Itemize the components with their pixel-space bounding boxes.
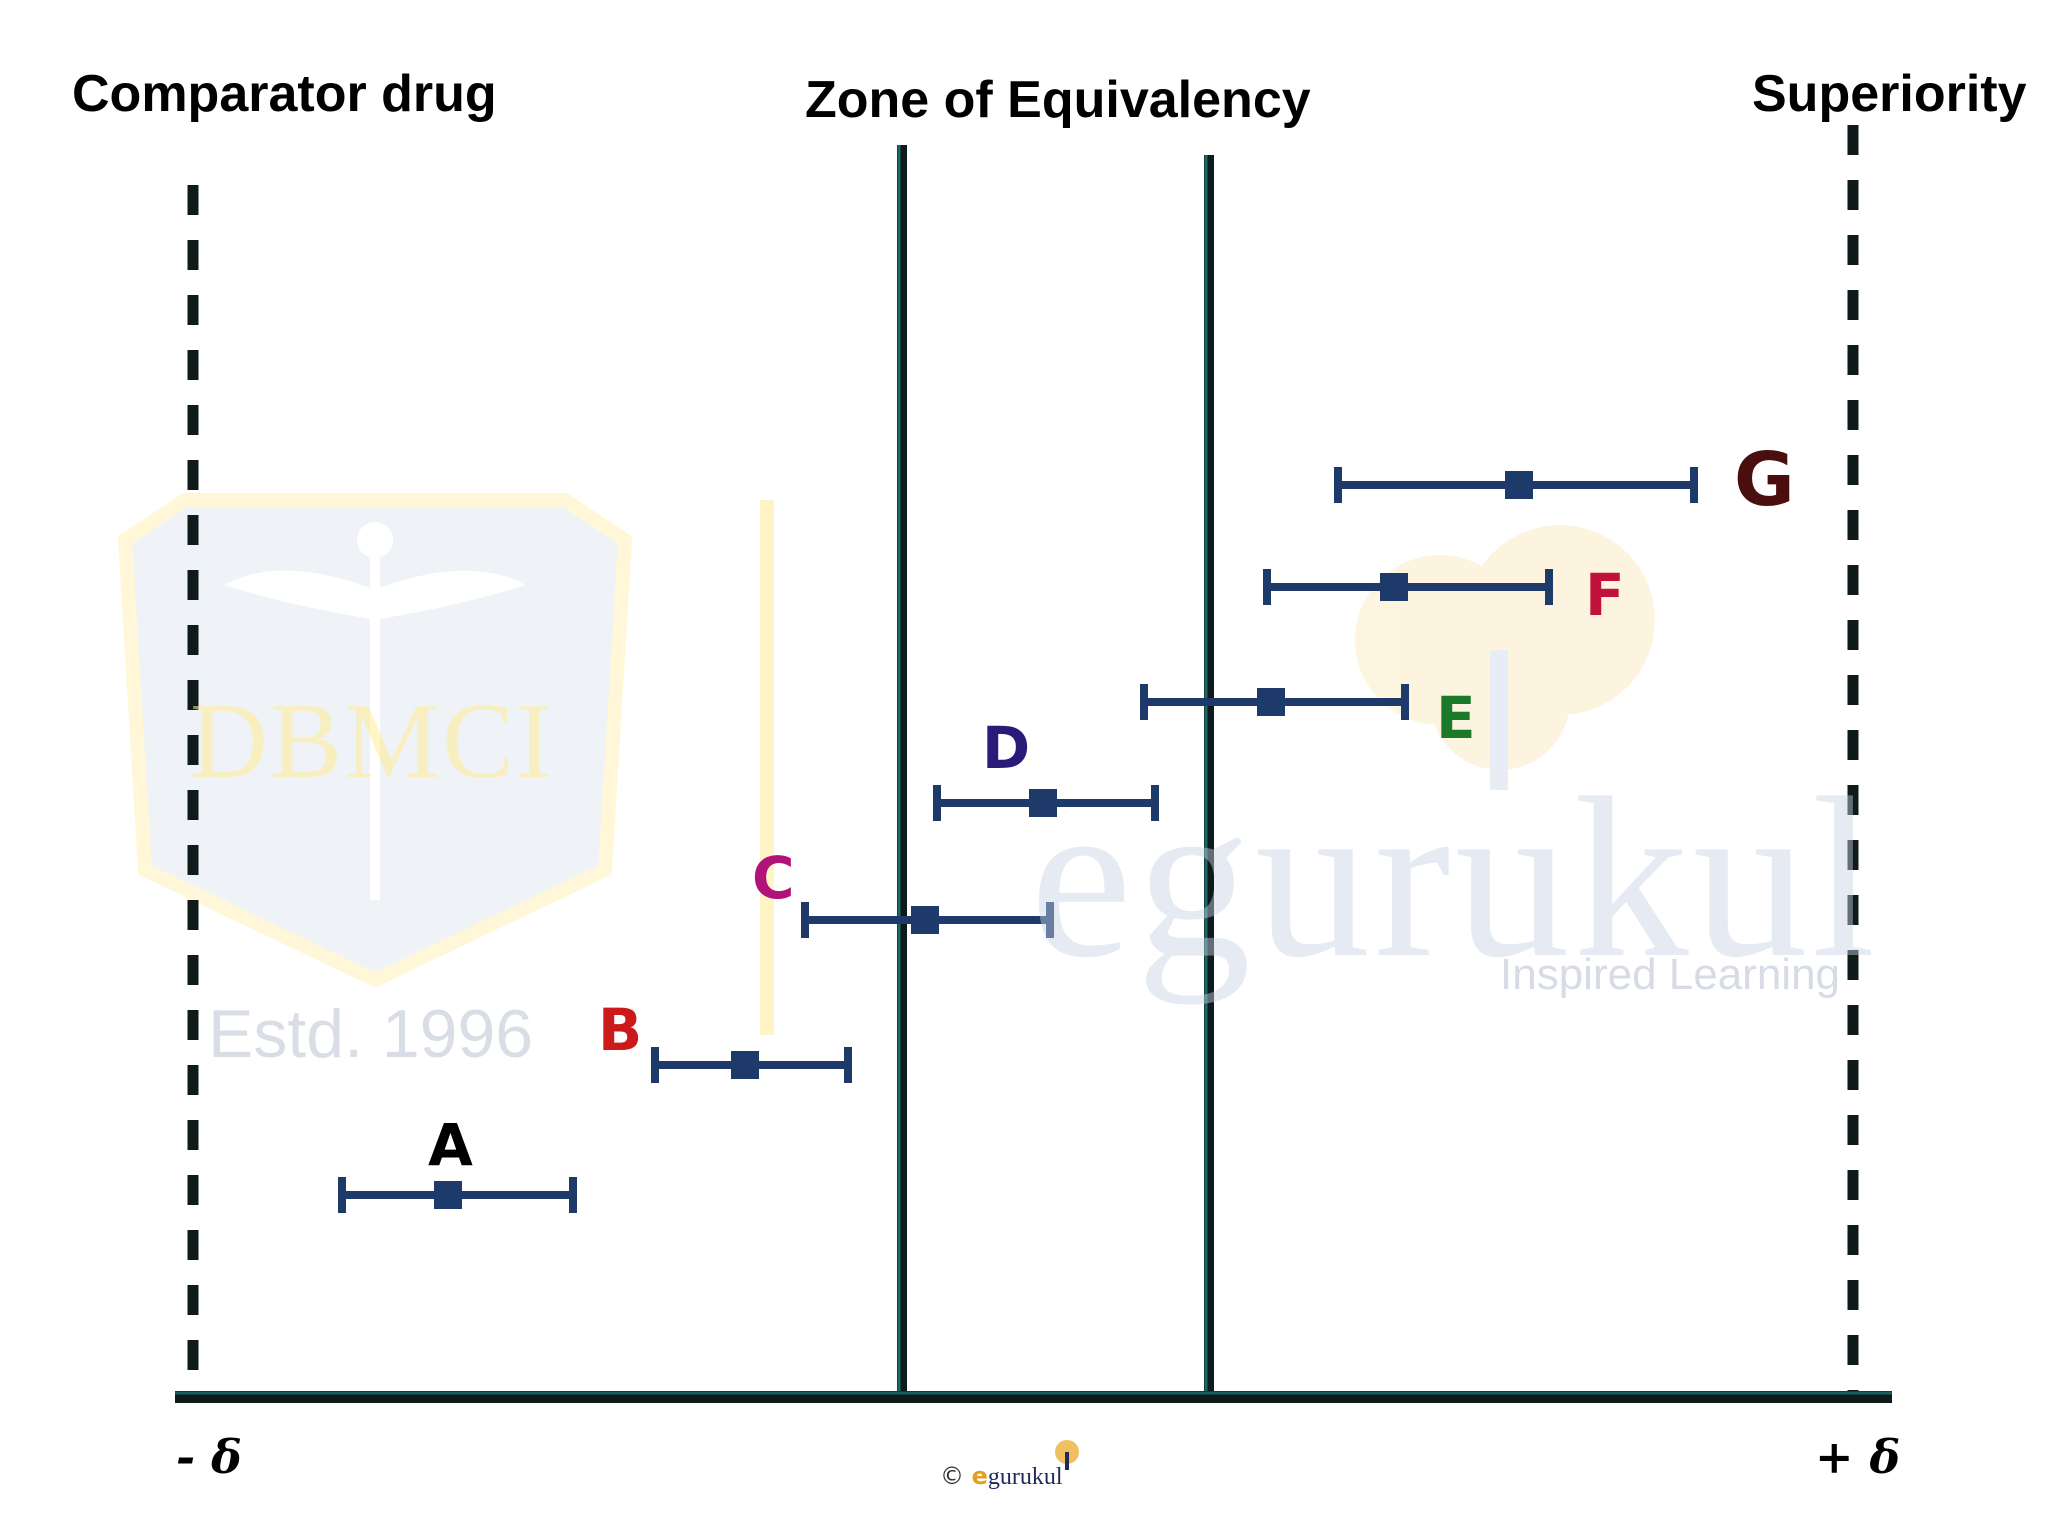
label-C: C [752,844,795,912]
copyright-brand-e: e [971,1462,988,1490]
interval-A [338,1177,577,1213]
point-estimate [731,1051,759,1079]
superiority-header: Superiority [1752,65,2027,123]
point-estimate [1029,789,1057,817]
comparator-drug-header: Comparator drug [72,65,497,123]
interval-D [933,785,1159,821]
label-E: E [1436,684,1476,752]
positive-delta-label: + δ [1815,1430,1901,1484]
point-estimate [434,1181,462,1209]
copyright-symbol: © [940,1462,964,1490]
interval-G [1334,467,1698,503]
label-G: G [1734,437,1795,523]
label-F: F [1585,561,1625,629]
point-estimate [1380,573,1408,601]
point-estimate [1505,471,1533,499]
interval-E [1140,684,1409,720]
dbmci-logo-watermark [117,493,633,988]
interval-C [801,902,1054,938]
copyright-notice: © egurukul [940,1462,1063,1491]
zone-of-equivalency-header: Zone of Equivalency [805,71,1311,129]
negative-delta-label: - δ [176,1430,242,1484]
label-D: D [982,714,1030,782]
label-B: B [598,996,642,1064]
interval-B [651,1047,852,1083]
point-estimate [1257,688,1285,716]
point-estimate [911,906,939,934]
copyright-brand-rest: gurukul [987,1464,1063,1490]
tree-logo-watermark [1355,525,1655,790]
label-A: A [428,1111,473,1179]
interval-F [1263,569,1553,605]
egurukul-tree-icon [1055,1440,1079,1470]
